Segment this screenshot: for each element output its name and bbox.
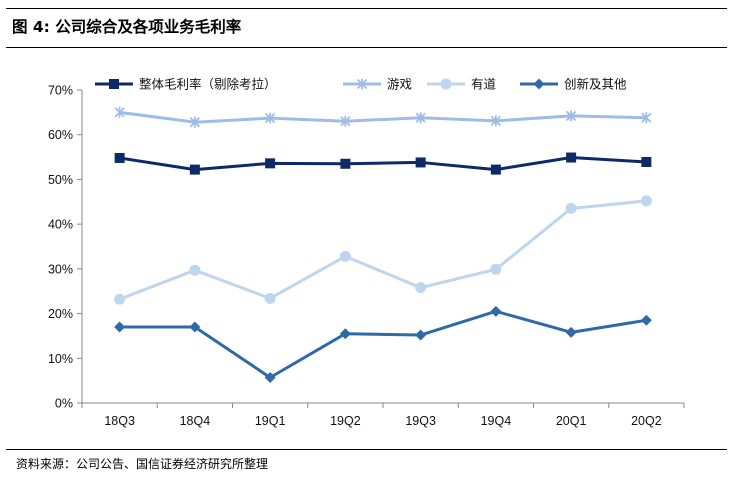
- data-point: [114, 152, 125, 163]
- y-tick-label: 40%: [48, 218, 73, 232]
- source-note: 资料来源：公司公告、国信证券经济研究所整理: [16, 457, 269, 471]
- chart-series: [114, 106, 652, 384]
- figure-title-text: 公司综合及各项业务毛利率: [55, 18, 242, 36]
- y-tick-label: 10%: [48, 352, 73, 366]
- series-line: [119, 156, 647, 172]
- data-point: [415, 157, 426, 168]
- x-tick-label: 20Q2: [631, 414, 662, 428]
- bottom-rule: [6, 449, 727, 450]
- legend-label: 有道: [471, 77, 497, 92]
- data-point: [415, 282, 427, 294]
- x-tick-label: 19Q3: [405, 414, 436, 428]
- data-point: [640, 314, 652, 326]
- data-point: [340, 115, 351, 127]
- data-point: [566, 152, 577, 163]
- data-point: [415, 329, 427, 341]
- chart-axes: 0% 10% 20% 30% 40% 50% 60% 70% 18Q3 18Q4 19Q1 19Q2 1…: [48, 84, 685, 428]
- legend-item: 创新及其他: [520, 77, 627, 92]
- x-tick-label: 18Q4: [180, 414, 211, 428]
- series-2: [114, 195, 652, 305]
- data-point: [265, 158, 276, 169]
- y-tick-label: 20%: [48, 307, 73, 321]
- series-line: [119, 110, 647, 124]
- legend-item: 整体毛利率（剔除考拉）: [95, 77, 277, 92]
- data-point: [490, 164, 501, 175]
- series-3: [114, 305, 652, 384]
- data-point: [264, 112, 276, 124]
- title-rule: [6, 47, 727, 48]
- legend-item: 游戏: [343, 77, 412, 92]
- x-tick-label: 18Q3: [104, 414, 135, 428]
- y-tick-label: 70%: [48, 84, 73, 98]
- chart-legend: 整体毛利率（剔除考拉） 游戏 有道 创新及其他: [95, 77, 627, 92]
- data-point: [565, 326, 577, 338]
- series-1: [114, 106, 652, 128]
- legend-label: 整体毛利率（剔除考拉）: [139, 77, 277, 92]
- legend-marker: [356, 78, 368, 90]
- data-point: [339, 328, 351, 340]
- data-point: [490, 115, 502, 127]
- data-point: [490, 263, 502, 275]
- data-point: [114, 106, 125, 118]
- data-point: [565, 202, 577, 214]
- series-0: [114, 152, 652, 175]
- legend-marker: [533, 78, 545, 90]
- y-tick-label: 50%: [48, 173, 73, 187]
- legend-item: 有道: [427, 77, 497, 92]
- data-point: [189, 116, 201, 128]
- x-tick-label: 19Q1: [255, 414, 286, 428]
- data-point: [264, 372, 276, 384]
- y-tick-label: 60%: [48, 128, 73, 142]
- x-tick-label: 20Q1: [556, 414, 587, 428]
- data-point: [415, 112, 426, 124]
- x-tick-label: 19Q2: [330, 414, 361, 428]
- data-point: [339, 250, 351, 262]
- data-point: [189, 264, 201, 276]
- data-point: [189, 321, 201, 333]
- legend-label: 游戏: [387, 77, 412, 92]
- legend-marker: [440, 78, 452, 90]
- data-point: [641, 156, 652, 167]
- y-tick-label: 0%: [55, 397, 73, 411]
- data-point: [114, 293, 126, 305]
- legend-marker: [109, 79, 119, 89]
- series-line: [119, 199, 647, 301]
- data-point: [189, 164, 200, 175]
- figure-title: 图 4: 公司综合及各项业务毛利率: [12, 15, 241, 37]
- x-tick-label: 19Q4: [481, 414, 512, 428]
- data-point: [114, 321, 126, 333]
- y-tick-label: 30%: [48, 262, 73, 276]
- line-chart: 0% 10% 20% 30% 40% 50% 60% 70% 18Q3 18Q4 19Q1 19Q2 1…: [48, 77, 685, 428]
- data-point: [340, 158, 351, 169]
- data-point: [641, 112, 652, 124]
- series-line: [119, 309, 647, 380]
- top-rule: [6, 8, 727, 9]
- data-point: [490, 305, 502, 317]
- legend-label: 创新及其他: [564, 77, 627, 92]
- data-point: [640, 195, 652, 207]
- data-point: [264, 292, 276, 304]
- data-point: [565, 110, 577, 122]
- figure-label: 图 4:: [12, 18, 50, 36]
